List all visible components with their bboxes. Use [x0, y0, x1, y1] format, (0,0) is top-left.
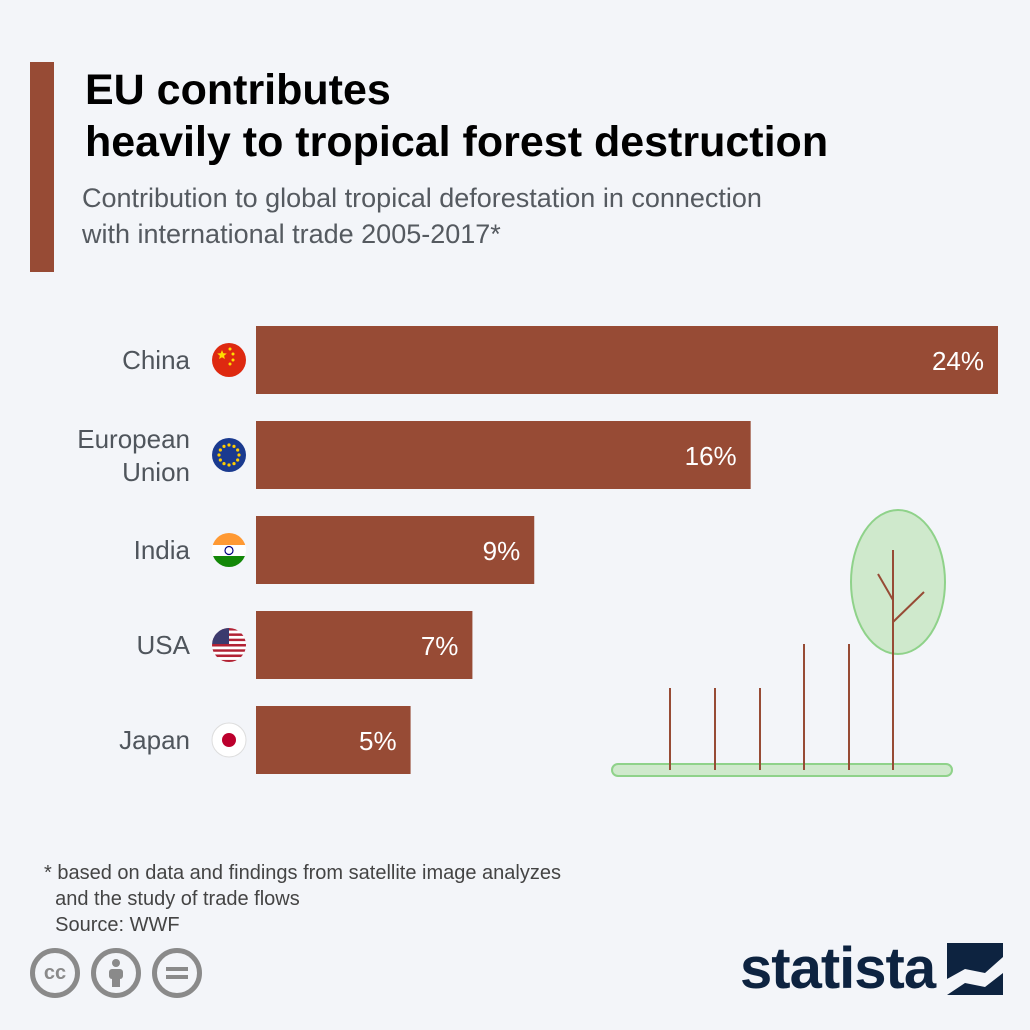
usa-flag-icon: [212, 628, 246, 662]
bar-chart: 24% China 16% European Union 9% India 7% USA 5% Ja…: [77, 326, 998, 777]
value-label: 24%: [932, 346, 984, 376]
chart-subtitle-line-1: Contribution to global tropical deforest…: [82, 183, 762, 213]
value-label: 16%: [685, 441, 737, 471]
category-label: Japan: [119, 725, 190, 755]
japan-flag-icon: [211, 722, 247, 758]
category-label: India: [134, 535, 191, 565]
brand-name: statista: [740, 936, 936, 1001]
tree-illustration-icon: [611, 509, 953, 777]
bar-india: [256, 516, 535, 584]
bar-china: [256, 326, 998, 394]
eu-flag-icon: [212, 438, 246, 472]
category-label: China: [122, 345, 190, 375]
bar-european-union: [256, 421, 751, 489]
footnote-line-1: * based on data and findings from satell…: [44, 862, 561, 884]
india-flag-icon: [212, 533, 246, 567]
license-icons: cc: [30, 948, 202, 998]
title-accent-bar: [30, 62, 54, 272]
value-label: 9%: [483, 536, 521, 566]
bar-japan: [256, 706, 411, 774]
attribution-icon[interactable]: [91, 948, 141, 998]
category-label: USA: [137, 630, 191, 660]
bar-usa: [256, 611, 473, 679]
footnote: * based on data and findings from satell…: [44, 860, 561, 938]
no-derivatives-icon[interactable]: [152, 948, 202, 998]
chart-subtitle-line-2: with international trade 2005-2017*: [82, 219, 501, 249]
chart-title: EU contributes heavily to tropical fores…: [85, 64, 985, 168]
chart-title-line-1: EU contributes: [85, 66, 391, 114]
statista-brand[interactable]: statista: [740, 936, 1004, 1001]
cc-license-icon[interactable]: cc: [30, 948, 80, 998]
value-label: 7%: [421, 631, 459, 661]
value-label: 5%: [359, 726, 397, 756]
source-line: Source: WWF: [44, 914, 180, 936]
china-flag-icon: [212, 343, 246, 377]
chart-subtitle: Contribution to global tropical deforest…: [82, 180, 922, 252]
footnote-line-2: and the study of trade flows: [44, 888, 300, 910]
statista-logo-icon: [947, 943, 1004, 995]
chart-title-line-2: heavily to tropical forest destruction: [85, 118, 829, 166]
category-label: European Union: [77, 424, 190, 487]
